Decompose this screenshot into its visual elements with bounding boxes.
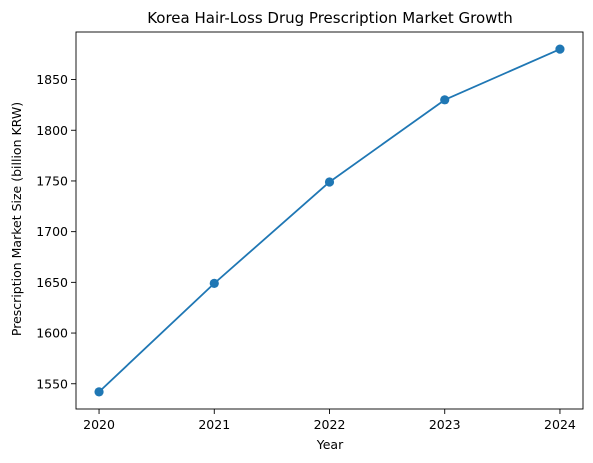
chart-title: Korea Hair-Loss Drug Prescription Market…: [147, 9, 513, 27]
y-axis-label: Prescription Market Size (billion KRW): [9, 102, 24, 336]
y-tick-label: 1800: [36, 123, 68, 138]
x-axis-label: Year: [316, 437, 344, 452]
x-tick-label: 2022: [314, 417, 346, 432]
y-tick-label: 1600: [36, 326, 68, 341]
data-point: [555, 44, 565, 54]
x-tick-label: 2020: [83, 417, 115, 432]
x-tick-label: 2021: [198, 417, 230, 432]
y-tick-label: 1850: [36, 72, 68, 87]
y-tick-label: 1700: [36, 224, 68, 239]
data-point: [209, 278, 219, 288]
data-point: [324, 177, 335, 187]
data-point: [440, 95, 450, 105]
x-tick-label: 2024: [544, 417, 576, 432]
y-tick-label: 1650: [36, 275, 68, 290]
x-tick-label: 2023: [429, 417, 461, 432]
plot-frame: [75, 31, 584, 410]
y-tick-label: 1750: [36, 173, 68, 188]
data-point: [94, 387, 104, 397]
plot-area: 2020 2021 2022 2023 2024 1550 1600 1650 1700 1750…: [36, 31, 584, 432]
y-tick-label: 1550: [36, 376, 68, 391]
